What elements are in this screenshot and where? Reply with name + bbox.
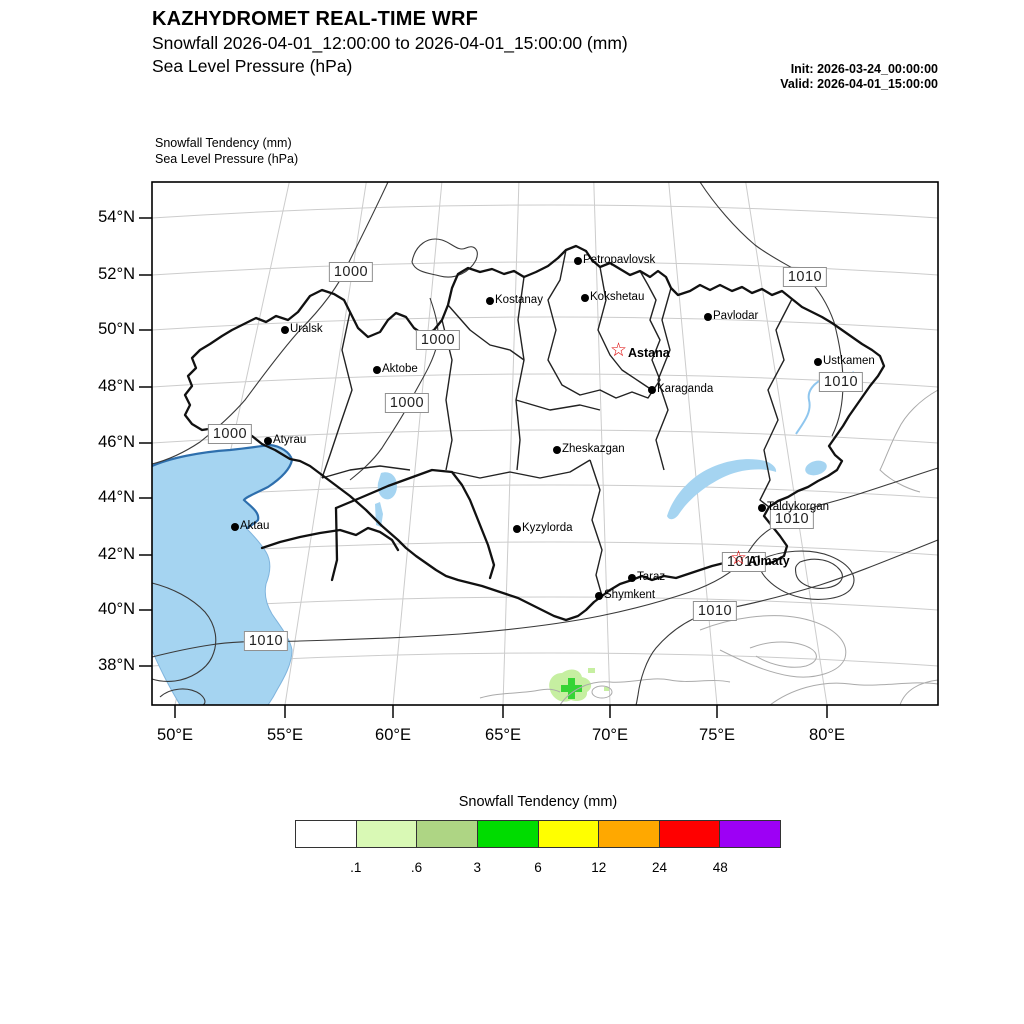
city-label: Kyzylorda bbox=[522, 522, 573, 534]
city-dot-icon bbox=[281, 326, 289, 334]
lat-tick-label: 38°N bbox=[98, 656, 135, 674]
city-dot-icon bbox=[814, 358, 822, 366]
page-title: KAZHYDROMET REAL-TIME WRF bbox=[152, 8, 479, 30]
colorbar-cell bbox=[598, 821, 659, 847]
colorbar bbox=[295, 820, 781, 848]
colorbar-cell bbox=[658, 821, 720, 847]
oblast-borders bbox=[321, 249, 793, 597]
city-label: Petropavlovsk bbox=[583, 254, 656, 266]
terrain-contours bbox=[479, 389, 939, 706]
city-label: Karaganda bbox=[657, 383, 714, 395]
city-dot-icon bbox=[231, 523, 239, 531]
colorbar-tick-label: 6 bbox=[534, 860, 542, 875]
pressure-label: 1000 bbox=[328, 262, 374, 282]
lon-tick-label: 60°E bbox=[375, 726, 411, 744]
lat-tick-label: 52°N bbox=[98, 265, 135, 283]
city-label: Aktobe bbox=[382, 363, 418, 375]
subtitle-snowfall: Snowfall 2026-04-01_12:00:00 to 2026-04-… bbox=[152, 33, 628, 53]
caspian-north-coast bbox=[151, 443, 294, 530]
lat-tick-label: 50°N bbox=[98, 320, 135, 338]
city-dot-icon bbox=[704, 313, 712, 321]
city-label: Almaty bbox=[748, 554, 790, 568]
map-frame bbox=[151, 181, 939, 706]
city-dot-icon bbox=[486, 297, 494, 305]
colorbar-tick-label: .6 bbox=[410, 860, 423, 875]
lat-tick-label: 54°N bbox=[98, 208, 135, 226]
city-dot-icon bbox=[373, 366, 381, 374]
city-dot-icon bbox=[628, 574, 636, 582]
lat-tick-label: 46°N bbox=[98, 433, 135, 451]
pressure-label: 1010 bbox=[782, 267, 828, 287]
colorbar-cell bbox=[537, 821, 599, 847]
axis-ticks bbox=[139, 217, 828, 718]
subtitle-pressure: Sea Level Pressure (hPa) bbox=[152, 56, 353, 76]
city-label: Aktau bbox=[240, 520, 270, 532]
city-label: Kostanay bbox=[495, 294, 543, 306]
valid-timestamp: Valid: 2026-04-01_15:00:00 bbox=[780, 77, 938, 91]
city-dot-icon bbox=[513, 525, 521, 533]
city-label: Atyrau bbox=[273, 434, 307, 446]
city-dot-icon bbox=[648, 386, 656, 394]
colorbar-tick-label: 12 bbox=[591, 860, 607, 875]
colorbar-cell bbox=[719, 821, 780, 847]
capital-star-icon: ☆ bbox=[730, 548, 748, 569]
city-label: Taraz bbox=[637, 571, 666, 583]
city-label: Uralsk bbox=[290, 323, 323, 335]
city-label: Ustkamen bbox=[823, 355, 875, 367]
city-label: Shymkent bbox=[604, 589, 656, 601]
lon-tick-label: 75°E bbox=[699, 726, 735, 744]
snowfall-area-bright bbox=[561, 678, 582, 699]
city-label: Astana bbox=[628, 346, 670, 360]
init-timestamp: Init: 2026-03-24_00:00:00 bbox=[790, 62, 938, 76]
city-label: Zheskazgan bbox=[562, 443, 625, 455]
colorbar-tick-label: 48 bbox=[712, 860, 728, 875]
pressure-label: 1010 bbox=[692, 601, 738, 621]
pressure-label: 1010 bbox=[721, 552, 767, 572]
pressure-label: 1010 bbox=[818, 372, 864, 392]
colorbar-tick-label: 24 bbox=[651, 860, 668, 875]
lon-tick-label: 50°E bbox=[157, 726, 193, 744]
pressure-label: 1010 bbox=[243, 631, 289, 651]
city-dot-icon bbox=[553, 446, 561, 454]
lat-tick-label: 42°N bbox=[98, 545, 135, 563]
city-label: Pavlodar bbox=[713, 310, 759, 322]
colorbar-cell bbox=[416, 821, 477, 847]
colorbar-tick-label: .1 bbox=[350, 860, 362, 875]
colorbar-tick-label: 3 bbox=[473, 860, 481, 875]
city-dot-icon bbox=[595, 592, 603, 600]
city-dot-icon bbox=[758, 504, 766, 512]
lat-tick-label: 48°N bbox=[98, 377, 135, 395]
pressure-label: 1000 bbox=[207, 424, 253, 444]
city-label: Kokshetau bbox=[590, 291, 645, 303]
lon-tick-label: 55°E bbox=[267, 726, 303, 744]
lake-balkhash bbox=[667, 459, 777, 520]
pressure-label: 1010 bbox=[769, 509, 815, 529]
lat-tick-label: 40°N bbox=[98, 600, 135, 618]
map-legend-pressure: Sea Level Pressure (hPa) bbox=[155, 152, 299, 166]
capital-star-icon: ☆ bbox=[610, 340, 628, 361]
lon-tick-label: 70°E bbox=[592, 726, 628, 744]
colorbar-cell bbox=[355, 821, 417, 847]
lake-alakol bbox=[805, 460, 827, 476]
city-label: Taldykorgan bbox=[767, 501, 830, 513]
city-dot-icon bbox=[581, 294, 589, 302]
kazakhstan-border bbox=[183, 244, 886, 622]
colorbar-title: Snowfall Tendency (mm) bbox=[458, 794, 618, 810]
lon-tick-label: 65°E bbox=[485, 726, 521, 744]
colorbar-cell bbox=[296, 821, 356, 847]
lon-tick-label: 80°E bbox=[809, 726, 845, 744]
map-legend-snowfall: Snowfall Tendency (mm) bbox=[155, 136, 292, 150]
pressure-label: 1000 bbox=[415, 330, 461, 350]
colorbar-cell bbox=[476, 821, 538, 847]
snowfall-area-light bbox=[549, 668, 609, 702]
city-dot-icon bbox=[574, 257, 582, 265]
city-dot-icon bbox=[264, 437, 272, 445]
lat-tick-label: 44°N bbox=[98, 488, 135, 506]
pressure-label: 1000 bbox=[384, 393, 430, 413]
